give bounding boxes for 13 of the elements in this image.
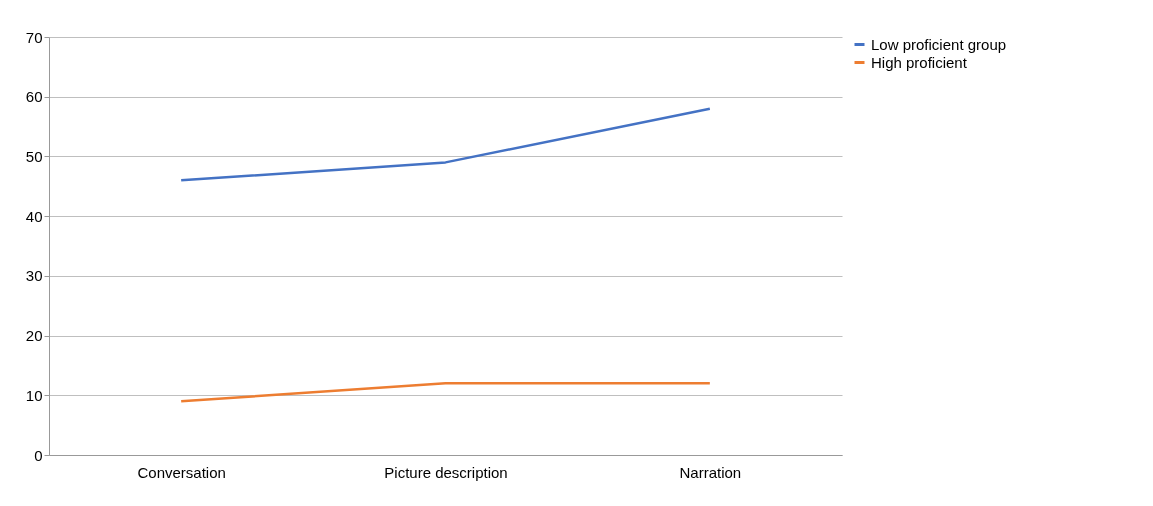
y-tick-label: 50 [25, 147, 43, 165]
y-tick-label: 40 [25, 207, 43, 225]
y-tick-label: 70 [25, 28, 43, 46]
y-tick-label: 10 [25, 386, 43, 404]
x-tick-label: Narration [679, 463, 742, 481]
legend-label: Low proficient group [871, 35, 1007, 53]
x-tick-label: Conversation [137, 463, 226, 481]
y-tick-label: 30 [25, 267, 43, 285]
x-tick-label: Picture description [384, 463, 508, 481]
y-tick-label: 60 [25, 88, 43, 106]
y-tick-label: 0 [34, 446, 43, 464]
y-tick-label: 20 [25, 327, 43, 345]
legend-label: High proficient [871, 53, 968, 71]
